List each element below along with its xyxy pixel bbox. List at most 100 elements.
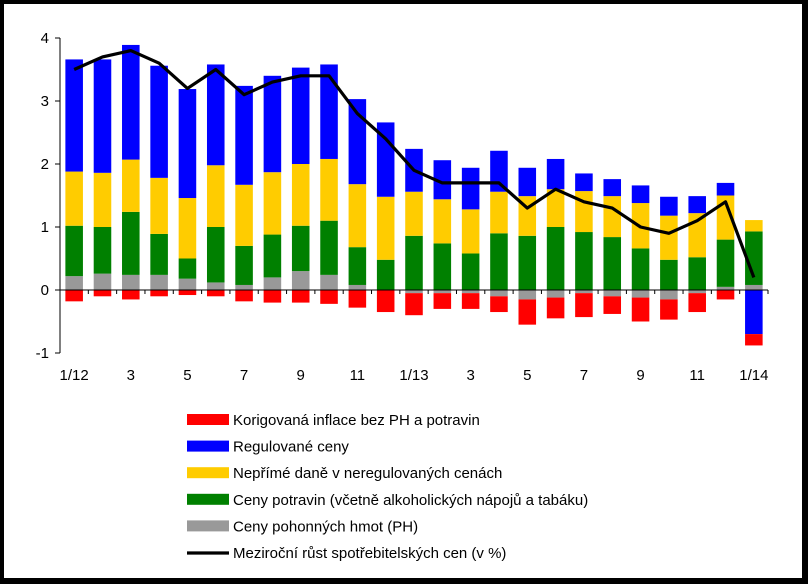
bar-series0-7 — [263, 290, 282, 303]
bar-series2-13 — [433, 199, 452, 244]
bar-series4-2 — [122, 274, 140, 290]
bar-series4-13 — [433, 290, 452, 294]
bar-series4-4 — [178, 278, 197, 290]
bar-series4-23 — [716, 286, 735, 290]
bar-series3-6 — [235, 245, 253, 285]
bar-series2-1 — [93, 172, 112, 227]
bar-series4-16 — [518, 290, 537, 300]
bar-series0-10 — [348, 290, 367, 308]
bar-series4-3 — [150, 274, 168, 290]
bar-series3-14 — [461, 253, 480, 290]
x-tick-label: 5 — [183, 367, 191, 384]
legend-swatch-1 — [187, 440, 229, 452]
legend-swatch-4 — [187, 520, 229, 532]
legend-label-0: Korigovaná inflace bez PH a potravin — [233, 412, 480, 429]
bar-series0-8 — [291, 290, 310, 303]
x-tick-label: 3 — [466, 367, 474, 384]
bar-series2-21 — [660, 215, 678, 260]
bar-series2-10 — [348, 184, 367, 248]
bar-series1-18 — [575, 173, 593, 192]
bar-series2-15 — [490, 191, 508, 234]
bar-series0-13 — [433, 293, 452, 309]
x-tick-label: 3 — [127, 367, 135, 384]
y-tick-label: 4 — [41, 30, 49, 47]
y-tick-label: 3 — [41, 93, 49, 110]
bar-series0-18 — [575, 293, 593, 318]
x-tick-label: 1/12 — [60, 367, 89, 384]
legend-label-2: Nepřímé daně v neregulovaných cenách — [233, 465, 502, 482]
bar-series4-24 — [745, 284, 763, 290]
bar-series1-15 — [490, 150, 508, 192]
x-tick-label: 9 — [636, 367, 644, 384]
bar-series1-14 — [461, 167, 480, 210]
legend-label-5: Meziroční růst spotřebitelských cen (v %… — [233, 545, 506, 562]
bar-series0-19 — [603, 296, 622, 314]
bar-series3-23 — [716, 239, 735, 287]
bar-series2-18 — [575, 191, 593, 233]
legend-label-1: Regulované ceny — [233, 439, 349, 456]
bar-series2-2 — [122, 159, 140, 212]
bar-series2-3 — [150, 177, 168, 234]
bar-series0-11 — [376, 290, 395, 313]
bar-series2-24 — [745, 220, 763, 232]
bar-series3-21 — [660, 259, 678, 290]
x-tick-label: 11 — [689, 367, 705, 384]
bar-series1-5 — [206, 64, 225, 166]
bar-series4-10 — [348, 284, 367, 290]
bar-series4-17 — [546, 290, 565, 298]
bar-series1-6 — [235, 85, 253, 185]
bar-series4-0 — [65, 276, 83, 290]
x-tick-label: 9 — [297, 367, 305, 384]
bar-series2-19 — [603, 196, 622, 238]
bar-series0-6 — [235, 290, 253, 302]
bar-series4-9 — [320, 274, 338, 290]
bar-series3-20 — [631, 248, 650, 290]
bar-series0-2 — [122, 290, 140, 300]
bar-series3-19 — [603, 237, 622, 290]
axes-layer — [59, 38, 768, 353]
bar-series0-5 — [206, 290, 225, 297]
bar-series2-5 — [206, 165, 225, 227]
bar-series0-0 — [65, 290, 83, 302]
bar-series1-13 — [433, 160, 452, 200]
bar-series3-5 — [206, 227, 225, 283]
x-tick-label: 7 — [240, 367, 248, 384]
bar-series1-3 — [150, 65, 168, 178]
bar-series3-13 — [433, 243, 452, 290]
bar-series3-9 — [320, 220, 338, 275]
bar-series2-4 — [178, 198, 197, 259]
bar-series1-23 — [716, 182, 735, 196]
legend-label-4: Ceny pohonných hmot (PH) — [233, 518, 418, 535]
bar-series3-4 — [178, 258, 197, 279]
bar-series2-17 — [546, 189, 565, 227]
inflation-chart: -1 0 1 2 3 4 1/12 3 5 7 9 11 1/13 3 5 7 9 11 1/14 Korigova… — [36, 30, 769, 562]
bar-series0-12 — [405, 293, 423, 316]
bar-series0-15 — [490, 296, 508, 313]
bar-series2-7 — [263, 172, 282, 235]
bar-series0-9 — [320, 290, 338, 304]
x-tick-label: 5 — [523, 367, 531, 384]
bar-series4-19 — [603, 290, 622, 297]
chart-panel: -1 0 1 2 3 4 1/12 3 5 7 9 11 1/13 3 5 7 9 11 1/14 Korigova… — [4, 4, 802, 578]
bar-series2-14 — [461, 209, 480, 254]
bar-series2-12 — [405, 191, 423, 236]
bar-series4-15 — [490, 290, 508, 297]
bar-series0-3 — [150, 290, 168, 297]
bar-series0-1 — [93, 290, 112, 297]
legend-swatch-3 — [187, 493, 229, 505]
bar-series1-2 — [122, 44, 140, 160]
bar-series0-4 — [178, 290, 197, 296]
bar-series4-14 — [461, 290, 480, 294]
bar-series3-7 — [263, 234, 282, 278]
bar-series4-12 — [405, 290, 423, 294]
bar-series3-22 — [688, 257, 706, 290]
y-tick-label: 0 — [41, 282, 49, 299]
bar-series1-20 — [631, 185, 650, 204]
bar-series1-11 — [376, 122, 395, 197]
bar-series3-2 — [122, 211, 140, 275]
x-tick-label: 7 — [580, 367, 588, 384]
bar-series1-17 — [546, 158, 565, 190]
bar-series0-21 — [660, 299, 678, 320]
bar-series2-9 — [320, 158, 338, 221]
